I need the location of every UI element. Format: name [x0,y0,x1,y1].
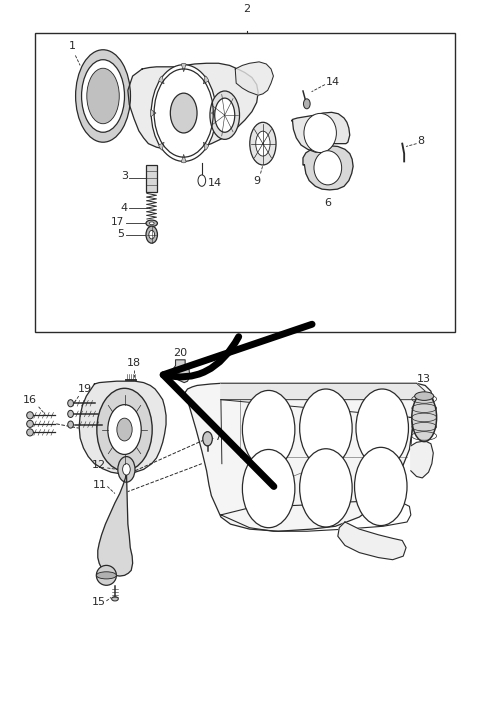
Circle shape [108,405,141,454]
Bar [35,34,455,332]
Polygon shape [221,383,425,400]
Circle shape [151,65,216,161]
Polygon shape [128,64,258,151]
Text: 5: 5 [118,229,124,239]
Text: 1: 1 [69,41,75,51]
Polygon shape [98,471,132,576]
Ellipse shape [27,412,34,419]
Ellipse shape [75,50,131,142]
Text: 14: 14 [207,178,222,188]
Text: 17: 17 [111,217,124,227]
Circle shape [117,418,132,441]
Ellipse shape [96,565,116,585]
Polygon shape [338,522,406,560]
Text: 2: 2 [243,4,251,14]
Circle shape [122,463,130,475]
Text: 3: 3 [121,171,128,181]
Ellipse shape [27,421,34,428]
Polygon shape [173,360,190,383]
Ellipse shape [415,392,434,401]
Text: 19: 19 [78,384,92,394]
Text: 16: 16 [23,396,37,406]
Polygon shape [291,112,350,152]
Circle shape [355,448,407,526]
Circle shape [242,449,295,528]
Ellipse shape [215,98,235,132]
Ellipse shape [250,122,276,165]
Ellipse shape [68,400,73,407]
Circle shape [300,389,352,467]
Circle shape [118,456,135,482]
Text: 20: 20 [173,348,187,358]
Polygon shape [79,381,166,473]
Circle shape [149,231,155,239]
Text: 18: 18 [127,358,141,368]
Circle shape [198,175,205,186]
Text: 15: 15 [91,598,106,608]
Ellipse shape [304,114,336,153]
Polygon shape [185,383,433,531]
Ellipse shape [68,411,73,418]
Ellipse shape [27,429,34,436]
Ellipse shape [210,91,240,139]
Ellipse shape [68,421,73,428]
Ellipse shape [112,597,118,601]
Circle shape [303,99,310,109]
Circle shape [300,448,352,527]
Text: 4: 4 [121,203,128,213]
Ellipse shape [87,69,119,124]
Text: 7: 7 [214,432,221,442]
Text: 14: 14 [326,77,340,88]
Circle shape [242,391,295,468]
Wedge shape [181,154,186,163]
Circle shape [146,226,157,243]
Wedge shape [150,109,156,116]
Polygon shape [235,62,274,95]
Text: 8: 8 [418,136,425,146]
Ellipse shape [82,60,124,132]
Text: 13: 13 [417,374,431,384]
Text: 9: 9 [253,176,260,186]
Text: 12: 12 [92,460,107,470]
Circle shape [356,389,408,467]
Ellipse shape [96,572,116,579]
FancyArrowPatch shape [163,324,312,486]
Circle shape [203,432,212,446]
Wedge shape [181,64,186,72]
Polygon shape [303,146,353,190]
Text: 11: 11 [92,480,107,490]
Ellipse shape [146,220,157,226]
Ellipse shape [314,151,342,185]
Ellipse shape [412,393,437,442]
Wedge shape [159,76,164,84]
Bar [146,165,157,192]
Text: 10: 10 [310,169,324,179]
Wedge shape [203,142,209,150]
Ellipse shape [149,222,154,225]
Text: 6: 6 [324,198,331,208]
Polygon shape [411,441,433,478]
Wedge shape [159,142,164,150]
Ellipse shape [256,131,270,156]
Wedge shape [203,76,209,84]
Circle shape [170,93,197,133]
Circle shape [97,388,152,471]
Wedge shape [211,109,217,116]
